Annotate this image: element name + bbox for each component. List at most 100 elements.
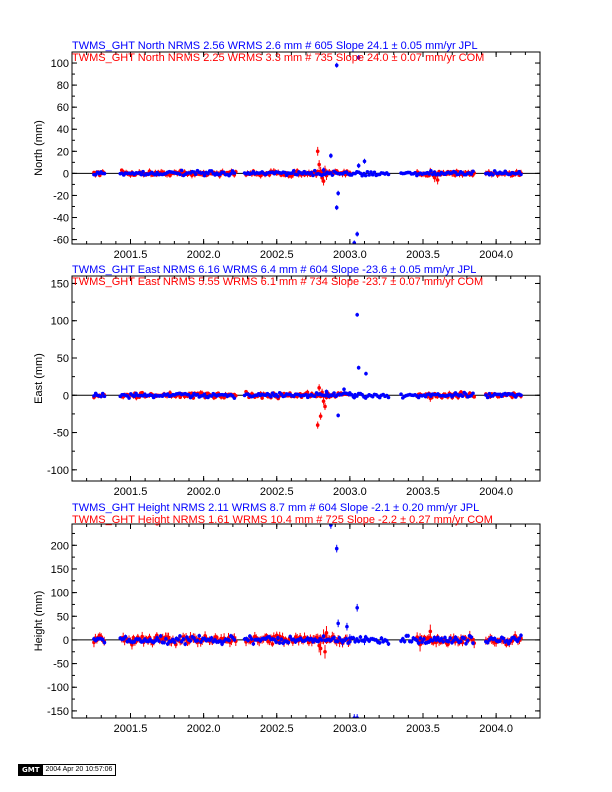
jpl-point: [206, 171, 210, 176]
jpl-outlier-point: [334, 63, 339, 68]
jpl-outlier-point: [340, 640, 345, 645]
jpl-point: [153, 638, 158, 643]
jpl-point: [519, 393, 523, 397]
y-tick-label: 0: [63, 390, 69, 402]
y-tick-label: -150: [47, 706, 69, 718]
jpl-point: [251, 642, 256, 646]
x-tick-label: 2002.0: [187, 723, 221, 735]
jpl-point: [332, 635, 336, 640]
jpl-point: [139, 172, 144, 177]
jpl-point: [319, 638, 324, 642]
jpl-point: [432, 635, 437, 640]
jpl-point: [276, 635, 280, 640]
jpl-point: [460, 394, 465, 398]
jpl-point: [464, 641, 468, 646]
jpl-point: [471, 641, 475, 645]
com-point: [140, 634, 144, 639]
jpl-point: [209, 636, 214, 640]
jpl-outlier-point: [336, 191, 340, 196]
jpl-point: [455, 637, 460, 642]
jpl-point: [141, 169, 145, 174]
jpl-outlier-point: [336, 413, 340, 418]
jpl-point: [312, 394, 317, 398]
jpl-point: [491, 172, 495, 177]
jpl-point: [344, 636, 349, 641]
jpl-point: [179, 168, 184, 173]
jpl-point: [197, 634, 202, 638]
com-outlier-point: [317, 643, 321, 648]
com-point: [472, 395, 476, 399]
jpl-point: [192, 636, 196, 640]
jpl-outlier-point: [356, 163, 361, 168]
jpl-point: [448, 636, 453, 641]
y-tick-label: 100: [51, 316, 69, 328]
gmt-logo: GMT: [19, 765, 43, 775]
jpl-point: [469, 635, 474, 640]
jpl-point: [232, 637, 237, 642]
jpl-point: [436, 635, 440, 640]
east-com-title: TWMS_GHT East NRMS 5.55 WRMS 6.1 mm # 73…: [72, 276, 484, 288]
y-tick-label: 150: [51, 278, 69, 290]
y-tick-label: 50: [57, 611, 69, 623]
y-tick-label: -20: [53, 190, 69, 202]
jpl-point: [277, 641, 282, 645]
jpl-point: [165, 642, 170, 646]
y-tick-label: 60: [57, 102, 69, 114]
y-tick-label: -100: [47, 682, 69, 694]
x-tick-label: 2001.5: [114, 249, 148, 261]
y-tick-label: 100: [51, 588, 69, 600]
jpl-point: [199, 640, 203, 644]
jpl-point: [367, 173, 371, 177]
y-axis-label: East (mm): [33, 353, 45, 404]
jpl-outlier-point: [352, 241, 357, 244]
jpl-point: [427, 172, 431, 176]
jpl-outlier-point: [348, 172, 352, 177]
com-point: [214, 635, 219, 640]
jpl-point: [471, 391, 475, 396]
y-axis-label: Height (mm): [33, 591, 45, 652]
jpl-point: [432, 170, 437, 174]
jpl-outlier-point: [348, 636, 352, 640]
com-outlier-point: [318, 414, 323, 418]
jpl-point: [158, 634, 163, 638]
com-outlier-point: [318, 646, 323, 651]
jpl-point: [422, 637, 426, 641]
com-outlier-point: [315, 149, 320, 154]
jpl-point: [232, 171, 237, 175]
com-point: [270, 642, 275, 646]
jpl-point: [202, 392, 207, 396]
jpl-point: [232, 396, 237, 400]
gmt-timestamp: 2004 Apr 20 10:57:06: [45, 766, 113, 773]
jpl-point: [485, 395, 490, 400]
jpl-outlier-point: [356, 365, 361, 370]
com-point: [178, 395, 183, 400]
jpl-point: [295, 172, 300, 177]
x-tick-label: 2001.5: [114, 486, 148, 498]
x-tick-label: 2002.0: [187, 249, 221, 261]
jpl-point: [332, 391, 336, 395]
jpl-point: [200, 170, 205, 175]
y-tick-label: -50: [53, 428, 69, 440]
jpl-point: [195, 638, 200, 643]
jpl-point: [430, 638, 435, 643]
jpl-point: [517, 169, 522, 174]
jpl-point: [127, 396, 131, 400]
height-titles: TWMS_GHT Height NRMS 2.11 WRMS 8.7 mm # …: [72, 502, 493, 526]
jpl-point: [416, 641, 421, 645]
x-tick-label: 2002.5: [260, 249, 294, 261]
jpl-point: [185, 635, 189, 640]
x-tick-label: 2003.0: [333, 486, 367, 498]
jpl-point: [469, 172, 474, 176]
com-point: [459, 390, 463, 394]
jpl-point: [337, 635, 342, 640]
jpl-outlier-point: [364, 371, 368, 376]
jpl-point: [99, 394, 103, 399]
jpl-outlier-point: [355, 605, 359, 610]
jpl-point: [309, 170, 314, 175]
y-tick-label: -60: [53, 235, 69, 247]
jpl-point: [321, 634, 326, 639]
jpl-point: [178, 172, 182, 177]
jpl-point: [181, 637, 186, 641]
jpl-point: [420, 640, 424, 644]
jpl-point: [186, 392, 191, 397]
